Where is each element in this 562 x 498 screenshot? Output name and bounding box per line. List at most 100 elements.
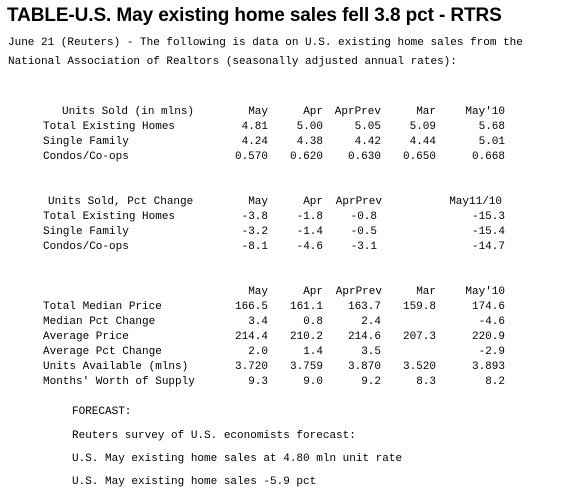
column-header-mar: Mar bbox=[416, 106, 436, 118]
cell-may: 214.4 bbox=[234, 331, 268, 343]
cell-mar: 4.44 bbox=[409, 136, 436, 148]
cell-apr: -4.6 bbox=[296, 241, 323, 253]
cell-aprprev: 214.6 bbox=[347, 331, 381, 343]
cell-may11-10: -15.4 bbox=[471, 226, 505, 238]
column-header-label: Units Sold, Pct Change bbox=[48, 196, 194, 208]
cell-may10: 220.9 bbox=[471, 331, 505, 343]
cell-aprprev: 3.870 bbox=[347, 361, 381, 373]
cell-apr: 210.2 bbox=[289, 331, 323, 343]
cell-may10: 3.893 bbox=[471, 361, 505, 373]
cell-may: 166.5 bbox=[234, 301, 268, 313]
table-row: Units Available (mlns) 3.720 3.759 3.870… bbox=[0, 360, 562, 375]
cell-may: 9.3 bbox=[248, 376, 268, 388]
cell-mar: 8.3 bbox=[416, 376, 436, 388]
row-label: Single Family bbox=[43, 136, 129, 148]
cell-apr: 5.00 bbox=[296, 121, 323, 133]
cell-apr: 9.0 bbox=[303, 376, 323, 388]
column-header-label: Units Sold (in mlns) bbox=[62, 106, 195, 118]
table-row: Average Pct Change 2.0 1.4 3.5 -2.9 bbox=[0, 345, 562, 360]
forecast-line: U.S. May existing home sales at 4.80 mln… bbox=[72, 453, 403, 465]
cell-may: -8.1 bbox=[241, 241, 268, 253]
forecast-title: FORECAST: bbox=[72, 406, 132, 418]
cell-may10: 5.01 bbox=[478, 136, 505, 148]
headline: TABLE-U.S. May existing home sales fell … bbox=[7, 5, 502, 26]
row-label: Average Pct Change bbox=[43, 346, 162, 358]
cell-may: 4.24 bbox=[241, 136, 268, 148]
table-row: Average Price 214.4 210.2 214.6 207.3 22… bbox=[0, 330, 562, 345]
cell-may11-10: -14.7 bbox=[471, 241, 505, 253]
column-header-may: May bbox=[248, 106, 268, 118]
table-header-row: Units Sold (in mlns) May Apr AprPrev Mar… bbox=[0, 105, 562, 120]
price-supply-table: May Apr AprPrev Mar May'10 Total Median … bbox=[0, 285, 562, 390]
column-header-aprprev: AprPrev bbox=[334, 106, 381, 118]
column-header-aprprev: AprPrev bbox=[335, 196, 382, 208]
cell-apr: 4.38 bbox=[296, 136, 323, 148]
column-header-may: May bbox=[248, 286, 268, 298]
forecast-line: Reuters survey of U.S. economists foreca… bbox=[72, 430, 356, 442]
cell-may: 3.4 bbox=[248, 316, 268, 328]
table-row: Months' Worth of Supply 9.3 9.0 9.2 8.3 … bbox=[0, 375, 562, 390]
cell-may: 3.720 bbox=[234, 361, 268, 373]
table-header-row: May Apr AprPrev Mar May'10 bbox=[0, 285, 562, 300]
column-header-apr: Apr bbox=[303, 196, 323, 208]
cell-mar: 3.520 bbox=[402, 361, 436, 373]
pct-change-table: Units Sold, Pct Change May Apr AprPrev M… bbox=[0, 195, 562, 255]
row-label: Total Existing Homes bbox=[43, 121, 176, 133]
cell-aprprev: 2.4 bbox=[361, 316, 381, 328]
column-header-aprprev: AprPrev bbox=[335, 286, 382, 298]
cell-aprprev: -0.5 bbox=[350, 226, 377, 238]
cell-apr: -1.8 bbox=[296, 211, 323, 223]
cell-aprprev: 3.5 bbox=[361, 346, 381, 358]
cell-apr: 3.759 bbox=[289, 361, 323, 373]
row-label: Total Median Price bbox=[43, 301, 162, 313]
cell-may10: 5.68 bbox=[478, 121, 505, 133]
column-header-apr: Apr bbox=[303, 106, 323, 118]
intro-line-1: June 21 (Reuters) - The following is dat… bbox=[8, 37, 523, 49]
row-label: Condos/Co-ops bbox=[43, 151, 129, 163]
column-header-apr: Apr bbox=[303, 286, 323, 298]
table-header-row: Units Sold, Pct Change May Apr AprPrev M… bbox=[0, 195, 562, 210]
cell-may: 2.0 bbox=[248, 346, 268, 358]
cell-may10: -2.9 bbox=[478, 346, 505, 358]
cell-apr: 1.4 bbox=[303, 346, 323, 358]
cell-aprprev: -0.8 bbox=[350, 211, 377, 223]
table-row: Median Pct Change 3.4 0.8 2.4 -4.6 bbox=[0, 315, 562, 330]
column-header-may10: May'10 bbox=[465, 286, 505, 298]
cell-may: 0.570 bbox=[234, 151, 268, 163]
cell-mar: 0.650 bbox=[402, 151, 436, 163]
cell-aprprev: 0.630 bbox=[347, 151, 381, 163]
table-row: Condos/Co-ops 0.570 0.620 0.630 0.650 0.… bbox=[0, 150, 562, 165]
column-header-mar: Mar bbox=[416, 286, 436, 298]
cell-apr: -1.4 bbox=[296, 226, 323, 238]
cell-mar: 159.8 bbox=[402, 301, 436, 313]
forecast-line: U.S. May existing home sales -5.9 pct bbox=[72, 476, 317, 488]
cell-aprprev: 163.7 bbox=[347, 301, 381, 313]
table-row: Total Median Price 166.5 161.1 163.7 159… bbox=[0, 300, 562, 315]
row-label: Units Available (mlns) bbox=[43, 361, 189, 373]
table-row: Single Family -3.2 -1.4 -0.5 -15.4 bbox=[0, 225, 562, 240]
row-label: Condos/Co-ops bbox=[43, 241, 129, 253]
units-sold-table: Units Sold (in mlns) May Apr AprPrev Mar… bbox=[0, 105, 562, 165]
cell-may: -3.8 bbox=[241, 211, 268, 223]
row-label: Months' Worth of Supply bbox=[43, 376, 195, 388]
table-row: Total Existing Homes 4.81 5.00 5.05 5.09… bbox=[0, 120, 562, 135]
cell-may10: 174.6 bbox=[471, 301, 505, 313]
cell-may10: 8.2 bbox=[485, 376, 505, 388]
column-header-may11-10: May11/10 bbox=[449, 196, 502, 208]
row-label: Median Pct Change bbox=[43, 316, 156, 328]
cell-may: -3.2 bbox=[241, 226, 268, 238]
table-row: Single Family 4.24 4.38 4.42 4.44 5.01 bbox=[0, 135, 562, 150]
cell-apr: 0.620 bbox=[289, 151, 323, 163]
row-label: Total Existing Homes bbox=[43, 211, 176, 223]
cell-apr: 161.1 bbox=[289, 301, 323, 313]
cell-may: 4.81 bbox=[241, 121, 268, 133]
row-label: Average Price bbox=[43, 331, 129, 343]
cell-aprprev: 4.42 bbox=[354, 136, 381, 148]
cell-mar: 5.09 bbox=[409, 121, 436, 133]
cell-may10: -4.6 bbox=[478, 316, 505, 328]
table-row: Condos/Co-ops -8.1 -4.6 -3.1 -14.7 bbox=[0, 240, 562, 255]
intro-line-2: National Association of Realtors (season… bbox=[8, 56, 457, 68]
table-row: Total Existing Homes -3.8 -1.8 -0.8 -15.… bbox=[0, 210, 562, 225]
column-header-may10: May'10 bbox=[465, 106, 505, 118]
column-header-may: May bbox=[248, 196, 268, 208]
